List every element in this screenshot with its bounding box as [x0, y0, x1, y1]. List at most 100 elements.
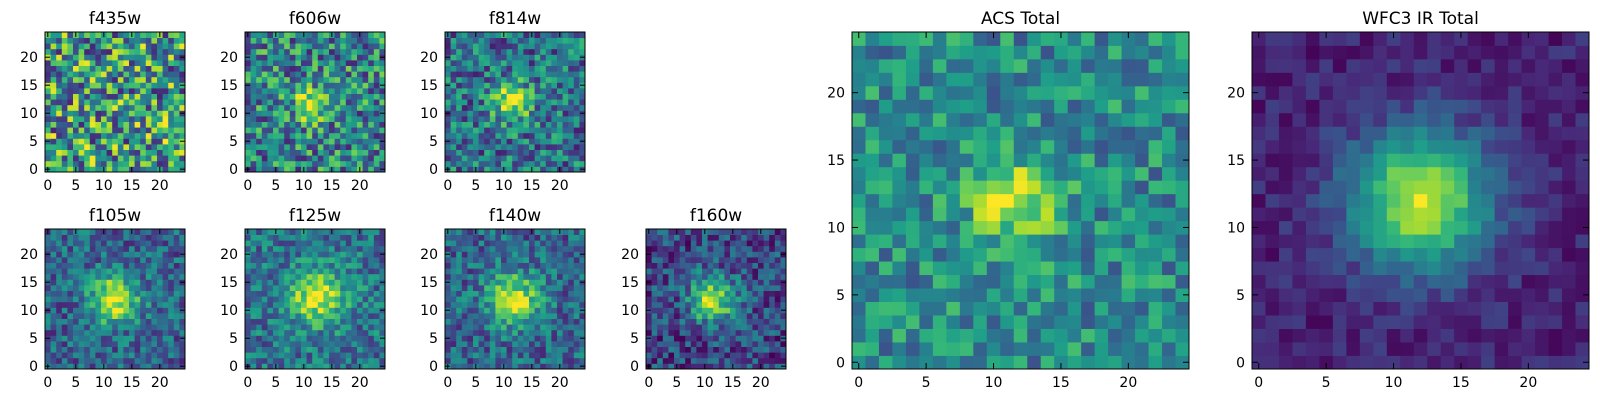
heatmap-cell [579, 93, 586, 100]
heatmap-cell [289, 160, 296, 167]
heatmap-cell [579, 37, 586, 44]
heatmap-cell [512, 279, 519, 286]
x-tick-label: 20 [551, 375, 569, 391]
heatmap-cell [168, 127, 175, 134]
heatmap-cell [769, 346, 776, 353]
heatmap-cell [557, 324, 563, 331]
heatmap-cell [973, 315, 988, 329]
heatmap-cell [932, 342, 947, 356]
heatmap-cell [261, 352, 268, 359]
heatmap-cell [769, 290, 776, 297]
heatmap-cell [129, 71, 135, 78]
heatmap-cell [379, 245, 386, 252]
heatmap-cell [129, 257, 135, 263]
heatmap-cell [134, 257, 141, 263]
heatmap-cell [702, 234, 708, 241]
heatmap-cell [162, 296, 169, 303]
heatmap-cell [379, 160, 386, 167]
heatmap-cell [579, 268, 586, 275]
heatmap-cell [95, 65, 102, 72]
heatmap-cell [657, 234, 664, 241]
heatmap-cell [657, 240, 664, 247]
heatmap-cell [95, 234, 102, 241]
heatmap-cell [84, 257, 91, 263]
heatmap-cell [579, 296, 586, 303]
heatmap-cell [351, 71, 358, 78]
heatmap-cell [329, 76, 335, 83]
heatmap-cell [512, 32, 519, 38]
heatmap-cell [78, 318, 85, 325]
heatmap-cell [685, 285, 692, 291]
heatmap-cell [140, 144, 147, 150]
heatmap-cell [478, 363, 485, 370]
heatmap-cell [545, 88, 552, 94]
heatmap-cell [523, 121, 530, 128]
heatmap-cell [89, 273, 96, 280]
heatmap-cell [157, 251, 163, 258]
heatmap-cell [540, 352, 547, 359]
heatmap-cell [467, 313, 474, 319]
heatmap-cell [373, 99, 380, 106]
heatmap-cell [450, 54, 457, 61]
heatmap-cell [919, 207, 934, 222]
heatmap-cell [501, 346, 507, 353]
heatmap-cell [445, 329, 451, 336]
heatmap-cell [334, 229, 341, 235]
heatmap-cell [256, 341, 263, 347]
heatmap-cell [774, 285, 781, 291]
heatmap-cell [273, 346, 279, 353]
heatmap-cell [162, 110, 169, 117]
heatmap-cell [351, 138, 358, 145]
heatmap-cell [306, 296, 313, 303]
heatmap-cell [140, 324, 147, 331]
heatmap-cell [89, 54, 96, 61]
heatmap-cell [730, 307, 736, 314]
heatmap-cell [523, 82, 530, 89]
heatmap-cell [67, 110, 74, 117]
heatmap-cell [579, 71, 586, 78]
heatmap-cell [1121, 261, 1136, 276]
heatmap-cell [534, 144, 541, 150]
heatmap-cell [780, 268, 787, 275]
heatmap-cell [89, 335, 96, 342]
heatmap-cell [1081, 301, 1096, 316]
heatmap-cell [529, 127, 535, 134]
heatmap-cell [312, 240, 319, 247]
heatmap-cell [312, 313, 319, 319]
heatmap-cell [301, 116, 307, 122]
heatmap-cell [467, 71, 474, 78]
heatmap-cell [646, 329, 652, 336]
heatmap-cell [473, 104, 479, 111]
heatmap-cell [373, 121, 380, 128]
y-tick-label: 10 [20, 106, 38, 122]
heatmap-cell [517, 149, 524, 156]
heatmap-cell [919, 355, 934, 370]
heatmap-cell [106, 285, 113, 291]
heatmap-cell [562, 32, 569, 38]
heatmap-cell [461, 32, 468, 38]
axes-frame [444, 31, 586, 173]
heatmap-cell [95, 132, 102, 139]
heatmap-cell [256, 268, 263, 275]
heatmap-cell [295, 346, 302, 353]
heatmap-cell [56, 127, 63, 134]
heatmap-cell [334, 296, 341, 303]
heatmap-cell [679, 341, 686, 347]
heatmap-cell [168, 48, 175, 55]
heatmap-cell [445, 352, 451, 359]
heatmap-cell [545, 138, 552, 145]
heatmap-cell [312, 93, 319, 100]
heatmap-cell [289, 37, 296, 44]
heatmap-cell [534, 329, 541, 336]
heatmap-cell [134, 138, 141, 145]
heatmap-cell [134, 160, 141, 167]
heatmap-cell [579, 240, 586, 247]
heatmap-cell [579, 104, 586, 111]
heatmap-cell [865, 220, 880, 235]
heatmap-cell [101, 301, 107, 308]
heatmap-cell [905, 274, 920, 289]
heatmap-cell [273, 329, 279, 336]
heatmap-cell [117, 116, 124, 122]
heatmap-cell [852, 342, 866, 356]
heatmap-cell [523, 240, 530, 247]
